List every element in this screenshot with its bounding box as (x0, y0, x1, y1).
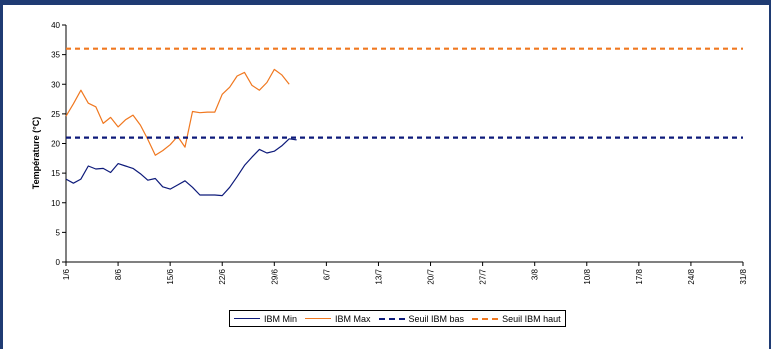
x-tick-label: 17/8 (635, 268, 644, 284)
legend: IBM Min IBM Max Seuil IBM bas Seuil IBM hau… (229, 310, 566, 327)
temperature-chart: 0 5 10 15 20 25 30 35 40 1/6 8/6 15/6 22/6 29/6 6/7 13/… (31, 21, 748, 285)
y-tick-label: 0 (56, 258, 61, 267)
legend-item: IBM Max (305, 314, 371, 324)
legend-item: Seuil IBM bas (378, 313, 465, 324)
axes: 0 5 10 15 20 25 30 35 40 1/6 8/6 15/6 22/6 29/6 6/7 13/… (51, 21, 748, 285)
x-tick-label: 8/6 (114, 268, 123, 280)
y-tick-label: 40 (51, 21, 60, 30)
legend-swatch (472, 317, 499, 320)
legend-label: IBM Min (264, 313, 298, 324)
legend-swatch (234, 318, 260, 319)
x-tick-label: 31/8 (739, 268, 748, 284)
series-layer (65, 47, 743, 197)
x-tick-label: 27/7 (479, 268, 488, 284)
x-tick-label: 15/6 (166, 268, 175, 284)
chart-canvas: 0 5 10 15 20 25 30 35 40 1/6 8/6 15/6 22/6 29/6 6/7 13/… (3, 5, 769, 349)
legend-item: Seuil IBM haut (472, 314, 561, 324)
series-ibm-min-line (65, 138, 297, 197)
y-tick-label: 10 (51, 199, 60, 208)
y-tick-label: 15 (51, 169, 60, 178)
legend-label: Seuil IBM bas (408, 313, 465, 324)
legend-swatch (378, 317, 405, 320)
y-tick-label: 35 (51, 51, 60, 60)
x-tick-label: 3/8 (531, 268, 540, 280)
x-tick-label: 20/7 (427, 268, 436, 284)
series-ibm-max-line (65, 68, 290, 156)
y-tick-label: 5 (56, 228, 61, 237)
y-axis-label: Température (°C) (31, 117, 41, 189)
legend-label: Seuil IBM haut (502, 313, 561, 324)
x-tick-label: 22/6 (218, 268, 227, 284)
legend-item: IBM Min (234, 314, 297, 324)
x-tick-label: 1/6 (62, 268, 71, 280)
legend-label: IBM Max (335, 313, 371, 324)
x-tick-label: 6/7 (322, 268, 331, 280)
y-tick-label: 25 (51, 110, 60, 119)
x-tick-label: 10/8 (583, 268, 592, 284)
x-tick-label: 24/8 (687, 268, 696, 284)
x-tick-label: 13/7 (374, 268, 383, 284)
legend-swatch (305, 318, 332, 319)
y-tick-label: 20 (51, 140, 60, 149)
x-tick-label: 29/6 (270, 268, 279, 284)
y-tick-label: 30 (51, 80, 60, 89)
